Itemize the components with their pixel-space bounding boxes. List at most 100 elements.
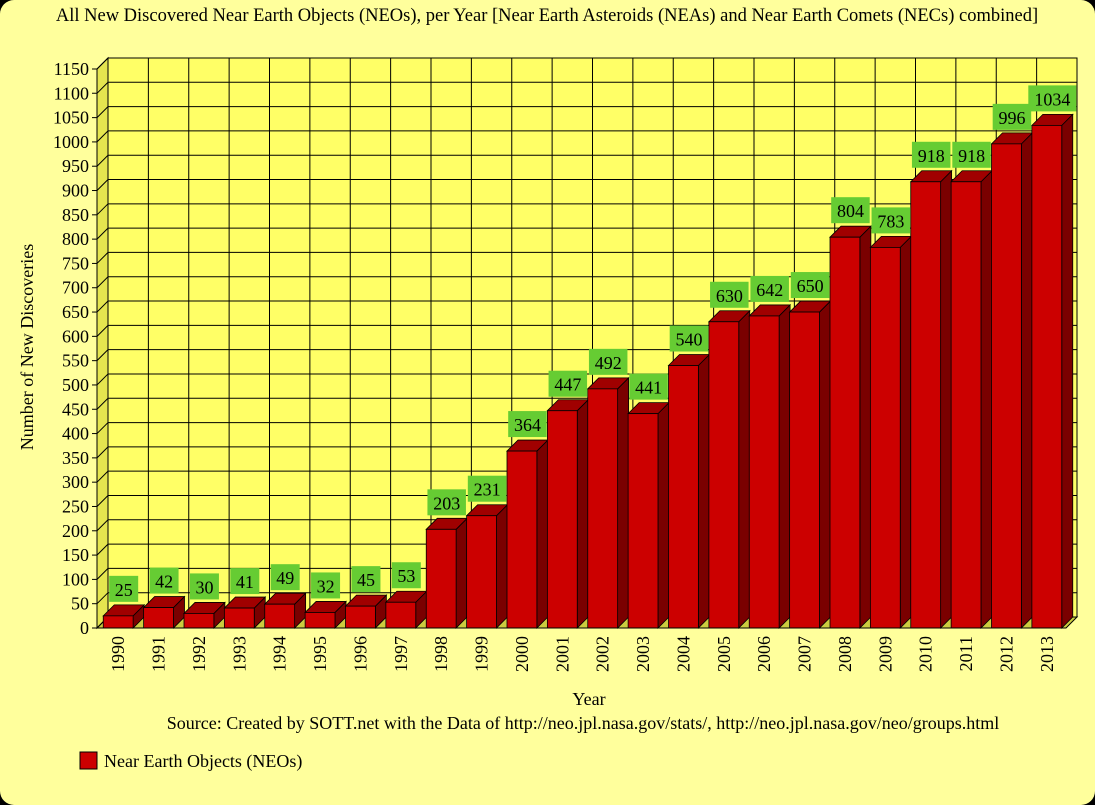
- data-label: 42: [155, 572, 173, 592]
- bar-front: [910, 181, 942, 629]
- y-tick-label: 1050: [53, 108, 89, 128]
- data-label-box: [790, 272, 830, 299]
- x-tick-label: 2004: [673, 636, 693, 672]
- data-label-box: [548, 370, 588, 397]
- bar: [384, 590, 428, 629]
- x-tick-label: 2010: [916, 636, 936, 672]
- bar-side: [697, 353, 710, 629]
- y-tick-label: 900: [62, 181, 89, 201]
- bar-front: [950, 181, 982, 629]
- bar-side: [899, 235, 912, 629]
- data-label: 492: [595, 353, 622, 373]
- bar: [748, 303, 792, 629]
- bar-side: [819, 300, 831, 629]
- x-tick-label: 2009: [875, 636, 895, 672]
- bar: [707, 309, 751, 629]
- x-tick-label: 2012: [996, 636, 1016, 672]
- legend-label: Near Earth Objects (NEOs): [104, 751, 302, 772]
- data-label: 642: [756, 280, 783, 300]
- bar: [627, 401, 670, 629]
- data-label: 650: [797, 276, 824, 296]
- y-tick-label: 650: [62, 302, 89, 322]
- legend-swatch: [79, 751, 98, 770]
- bar: [304, 600, 347, 629]
- bar-side: [1020, 131, 1033, 629]
- y-tick-label: 750: [62, 253, 89, 273]
- data-label-box: [871, 207, 911, 234]
- bar: [465, 503, 509, 629]
- x-tick-label: 2011: [956, 636, 976, 671]
- y-tick-label: 600: [62, 326, 89, 346]
- data-label-box: [109, 575, 139, 602]
- x-tick-label: 2008: [835, 636, 855, 672]
- y-tick-label: 950: [62, 156, 89, 176]
- bar: [869, 235, 913, 629]
- y-tick-label: 50: [71, 594, 89, 614]
- x-tick-label: 1992: [189, 636, 209, 672]
- y-tick-label: 800: [62, 229, 89, 249]
- data-label-box: [629, 373, 668, 400]
- bar: [506, 439, 549, 629]
- data-label: 447: [554, 375, 581, 395]
- x-tick-label: 1998: [431, 636, 451, 672]
- data-label-box: [230, 568, 260, 595]
- bar: [990, 131, 1034, 629]
- x-tick-label: 1997: [391, 636, 411, 672]
- data-label-box: [149, 567, 179, 594]
- data-label-box: [351, 566, 381, 593]
- data-label-box: [831, 197, 870, 224]
- y-tick-label: 400: [62, 424, 89, 444]
- source-note: Source: Created by SOTT.net with the Dat…: [167, 713, 1000, 733]
- bar-front: [425, 528, 457, 629]
- bar-front: [466, 515, 497, 629]
- x-tick-label: 1996: [350, 636, 370, 672]
- data-label: 1034: [1034, 89, 1070, 109]
- data-label-box: [467, 475, 507, 502]
- bar-side: [576, 398, 589, 629]
- bar-front: [708, 321, 740, 629]
- y-tick-label: 1100: [54, 83, 89, 103]
- data-label: 30: [195, 577, 213, 597]
- x-tick-label: 2003: [633, 636, 653, 672]
- bar-side: [980, 169, 993, 629]
- data-label: 540: [675, 330, 702, 350]
- y-tick-label: 100: [62, 569, 89, 589]
- x-tick-label: 1991: [149, 636, 169, 672]
- data-label: 203: [433, 493, 460, 513]
- bar-front: [587, 388, 619, 629]
- x-tick-label: 2002: [593, 636, 613, 672]
- data-label-box: [508, 411, 547, 438]
- bar: [546, 398, 590, 629]
- bar-front: [1031, 124, 1063, 629]
- bar-front: [143, 607, 174, 629]
- bar-front: [385, 601, 417, 629]
- bar-front: [668, 365, 699, 629]
- data-label-box: [391, 562, 421, 589]
- y-tick-label: 1150: [54, 59, 89, 79]
- data-label-box: [427, 489, 466, 516]
- plot-area: 0 50 100 150 200 250 300 350 400 450 500 550 600 650 7…: [53, 56, 1079, 672]
- y-tick-label: 500: [62, 375, 89, 395]
- y-tick-label: 700: [62, 278, 89, 298]
- data-label: 783: [877, 211, 904, 231]
- y-tick-label: 850: [62, 205, 89, 225]
- data-label: 41: [236, 572, 254, 592]
- bar-side: [738, 309, 751, 629]
- data-label-box: [270, 564, 300, 591]
- bar-front: [789, 311, 820, 629]
- y-tick-label: 300: [62, 472, 89, 492]
- data-label-box: [189, 573, 219, 600]
- bar: [950, 169, 993, 629]
- data-label-box: [750, 275, 789, 302]
- data-label-box: [911, 141, 951, 168]
- chart-title: All New Discovered Near Earth Objects (N…: [56, 6, 1038, 26]
- x-tick-label: 1990: [108, 636, 128, 672]
- bar-front: [506, 450, 538, 629]
- bar: [909, 169, 953, 629]
- bar-side: [778, 303, 791, 629]
- y-tick-label: 200: [62, 521, 89, 541]
- bar-side: [617, 376, 630, 629]
- bar: [1030, 113, 1074, 629]
